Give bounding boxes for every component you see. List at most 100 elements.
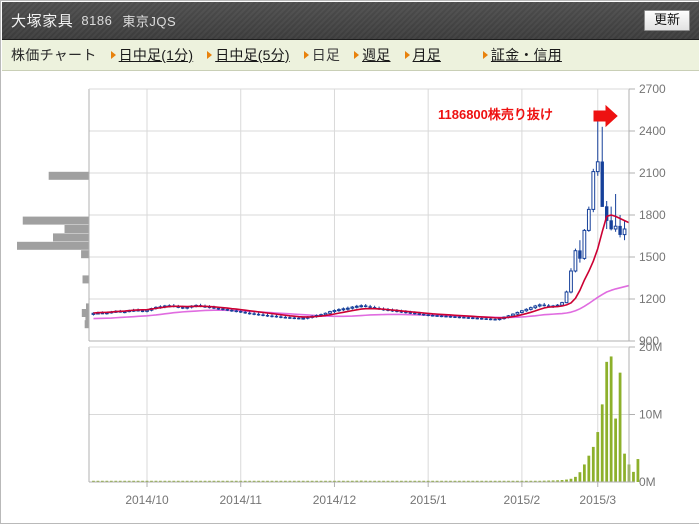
volume-bar xyxy=(114,480,118,482)
nav-item-intraday-1min[interactable]: 日中足(1分) xyxy=(110,45,194,65)
price-histogram-bar xyxy=(64,225,89,233)
volume-bar xyxy=(368,480,372,482)
volume-bar xyxy=(141,480,144,482)
candle-up xyxy=(341,308,346,311)
candle-down xyxy=(140,310,145,313)
volume-bar xyxy=(596,432,600,482)
price-tick-label: 900 xyxy=(639,334,659,348)
nav-item-weekly[interactable]: 週足 xyxy=(354,45,390,65)
nav-item-daily[interactable]: 日足 xyxy=(303,45,341,65)
price-histogram-bar xyxy=(53,233,89,242)
triangle-right-icon xyxy=(303,51,309,59)
volume-bar xyxy=(444,480,448,482)
volume-bar xyxy=(516,480,519,482)
volume-bar xyxy=(230,480,234,482)
price-tick-label: 1500 xyxy=(639,250,666,264)
candle-up xyxy=(350,306,355,309)
price-tick-label: 1800 xyxy=(639,208,666,222)
candle-down xyxy=(618,225,622,235)
volume-bars xyxy=(92,356,640,482)
candle-down xyxy=(430,314,435,317)
nav-label: 株価チャート xyxy=(11,47,97,63)
triangle-right-icon xyxy=(207,51,213,59)
candle-up xyxy=(582,229,587,259)
volume-bar xyxy=(127,480,131,482)
volume-bar xyxy=(266,480,269,482)
candle-up xyxy=(573,250,578,272)
volume-bar xyxy=(511,480,515,482)
volume-bar xyxy=(212,480,216,482)
candle-down xyxy=(480,318,484,320)
volume-bar xyxy=(462,480,466,482)
volume-bar xyxy=(172,480,176,482)
sell-annotation: 1186800株売り抜け xyxy=(438,104,618,128)
chart-type-nav: 株価チャート 日中足(1分) 日中足(5分) 日足 週足 月足 証金・信用 xyxy=(2,40,699,71)
volume-bar xyxy=(614,418,617,482)
nav-item-label: 日中足(1分) xyxy=(118,47,194,63)
candle-up xyxy=(560,302,564,306)
volume-bar xyxy=(221,480,225,482)
volume-tick-label: 0M xyxy=(639,475,656,489)
volume-bar xyxy=(574,476,577,482)
volume-bar xyxy=(248,480,252,482)
candle-down xyxy=(274,315,279,318)
nav-item-monthly[interactable]: 月足 xyxy=(404,45,441,65)
candle-down xyxy=(609,220,613,230)
volume-bar xyxy=(217,480,220,482)
refresh-button[interactable]: 更新 xyxy=(643,9,690,32)
volume-bar xyxy=(636,459,640,482)
ma-long-line xyxy=(93,284,630,320)
volume-bar xyxy=(498,480,501,482)
volume-bar xyxy=(400,480,403,482)
triangle-right-icon xyxy=(404,51,410,59)
price-tick-label: 2700 xyxy=(639,82,666,96)
volume-bar xyxy=(145,480,149,482)
volume-bar xyxy=(92,480,95,482)
volume-bar xyxy=(600,404,604,482)
candle-down xyxy=(475,317,479,320)
candle-down xyxy=(444,315,448,318)
candle-down xyxy=(435,315,439,317)
right-arrow-icon xyxy=(593,104,618,128)
candle-down xyxy=(488,318,493,321)
volume-bar xyxy=(257,480,260,482)
volume-bar xyxy=(565,479,568,482)
nav-item-label: 日足 xyxy=(311,47,341,63)
price-histogram-bar xyxy=(86,303,89,312)
volume-bar xyxy=(225,480,229,482)
volume-bar xyxy=(167,480,171,482)
candle-down xyxy=(181,307,185,309)
volume-bar xyxy=(283,480,287,482)
triangle-right-icon xyxy=(482,51,488,59)
candle-up xyxy=(528,307,533,310)
volume-bar xyxy=(426,480,430,482)
volume-bar xyxy=(118,480,122,482)
volume-bar xyxy=(605,361,609,482)
volume-tick-label: 20M xyxy=(639,340,662,354)
volume-bar xyxy=(632,471,635,482)
nav-item-label: 月足 xyxy=(412,47,441,63)
volume-bar xyxy=(328,480,332,482)
candle-down xyxy=(234,310,238,313)
date-axis-labels: 2014/10 2014/11 2014/12 2015/1 2015/2 2015/3 xyxy=(125,482,616,507)
volume-bar xyxy=(386,480,390,482)
market-name: 東京JQS xyxy=(122,14,177,29)
volume-bar xyxy=(136,480,140,482)
candle-up xyxy=(323,312,328,316)
candle-up xyxy=(524,308,529,312)
volume-bar xyxy=(150,480,153,482)
price-volume-histogram xyxy=(17,171,89,329)
volume-tick-label: 10M xyxy=(639,408,662,422)
volume-bar xyxy=(132,480,136,482)
candle-up xyxy=(328,311,332,314)
company-name: 大塚家具 xyxy=(11,13,74,30)
volume-bar xyxy=(587,455,591,482)
volume-bar xyxy=(239,480,243,482)
nav-item-margin-credit[interactable]: 証金・信用 xyxy=(482,45,562,65)
volume-bar xyxy=(243,480,247,482)
volume-bar xyxy=(489,480,493,482)
volume-bar xyxy=(391,480,394,482)
volume-bar xyxy=(547,480,551,482)
stock-chart-svg: 2700 2400 2100 1800 1500 1200 900 20M 10M 0M 201… xyxy=(17,82,666,507)
nav-item-intraday-5min[interactable]: 日中足(5分) xyxy=(207,45,290,65)
